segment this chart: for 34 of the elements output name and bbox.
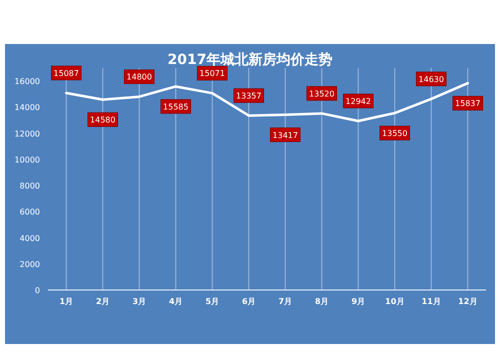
data-label: 15837 — [455, 99, 480, 108]
y-tick-label: 8000 — [20, 182, 40, 191]
data-label: 15585 — [163, 102, 188, 112]
x-tick-label: 1月 — [59, 297, 74, 306]
data-label: 14800 — [126, 72, 152, 82]
x-tick-label: 9月 — [351, 297, 366, 306]
chart-title: 2017年城北新房均价走势 — [168, 51, 332, 68]
x-tick-label: 3月 — [132, 297, 146, 306]
data-label: 12942 — [346, 96, 371, 106]
data-label: 13357 — [236, 92, 262, 101]
y-tick-label: 6000 — [20, 208, 40, 217]
x-tick-label: 10月 — [385, 297, 404, 306]
data-label: 13417 — [272, 130, 298, 140]
y-tick-label: 0 — [34, 286, 40, 295]
y-tick-label: 4000 — [20, 234, 40, 243]
x-tick-label: 4月 — [168, 297, 183, 306]
x-tick-label: 8月 — [314, 297, 329, 306]
x-tick-label: 7月 — [278, 297, 292, 306]
y-tick-label: 16000 — [14, 77, 40, 86]
x-tick-label: 5月 — [205, 297, 220, 306]
y-tick-label: 12000 — [14, 129, 40, 138]
x-tick-label: 12月 — [458, 297, 478, 306]
data-label: 15087 — [54, 68, 79, 78]
data-label: 15071 — [200, 69, 225, 78]
y-tick-label: 10000 — [14, 155, 40, 164]
data-label: 13550 — [382, 129, 408, 138]
x-tick-label: 11月 — [422, 297, 441, 306]
x-tick-label: 6月 — [242, 297, 256, 306]
data-label: 14630 — [418, 74, 444, 84]
x-tick-label: 2月 — [96, 297, 110, 306]
data-label: 13520 — [309, 89, 334, 98]
y-tick-label: 14000 — [14, 103, 40, 112]
y-tick-label: 2000 — [20, 260, 40, 269]
data-label: 14580 — [90, 116, 116, 125]
